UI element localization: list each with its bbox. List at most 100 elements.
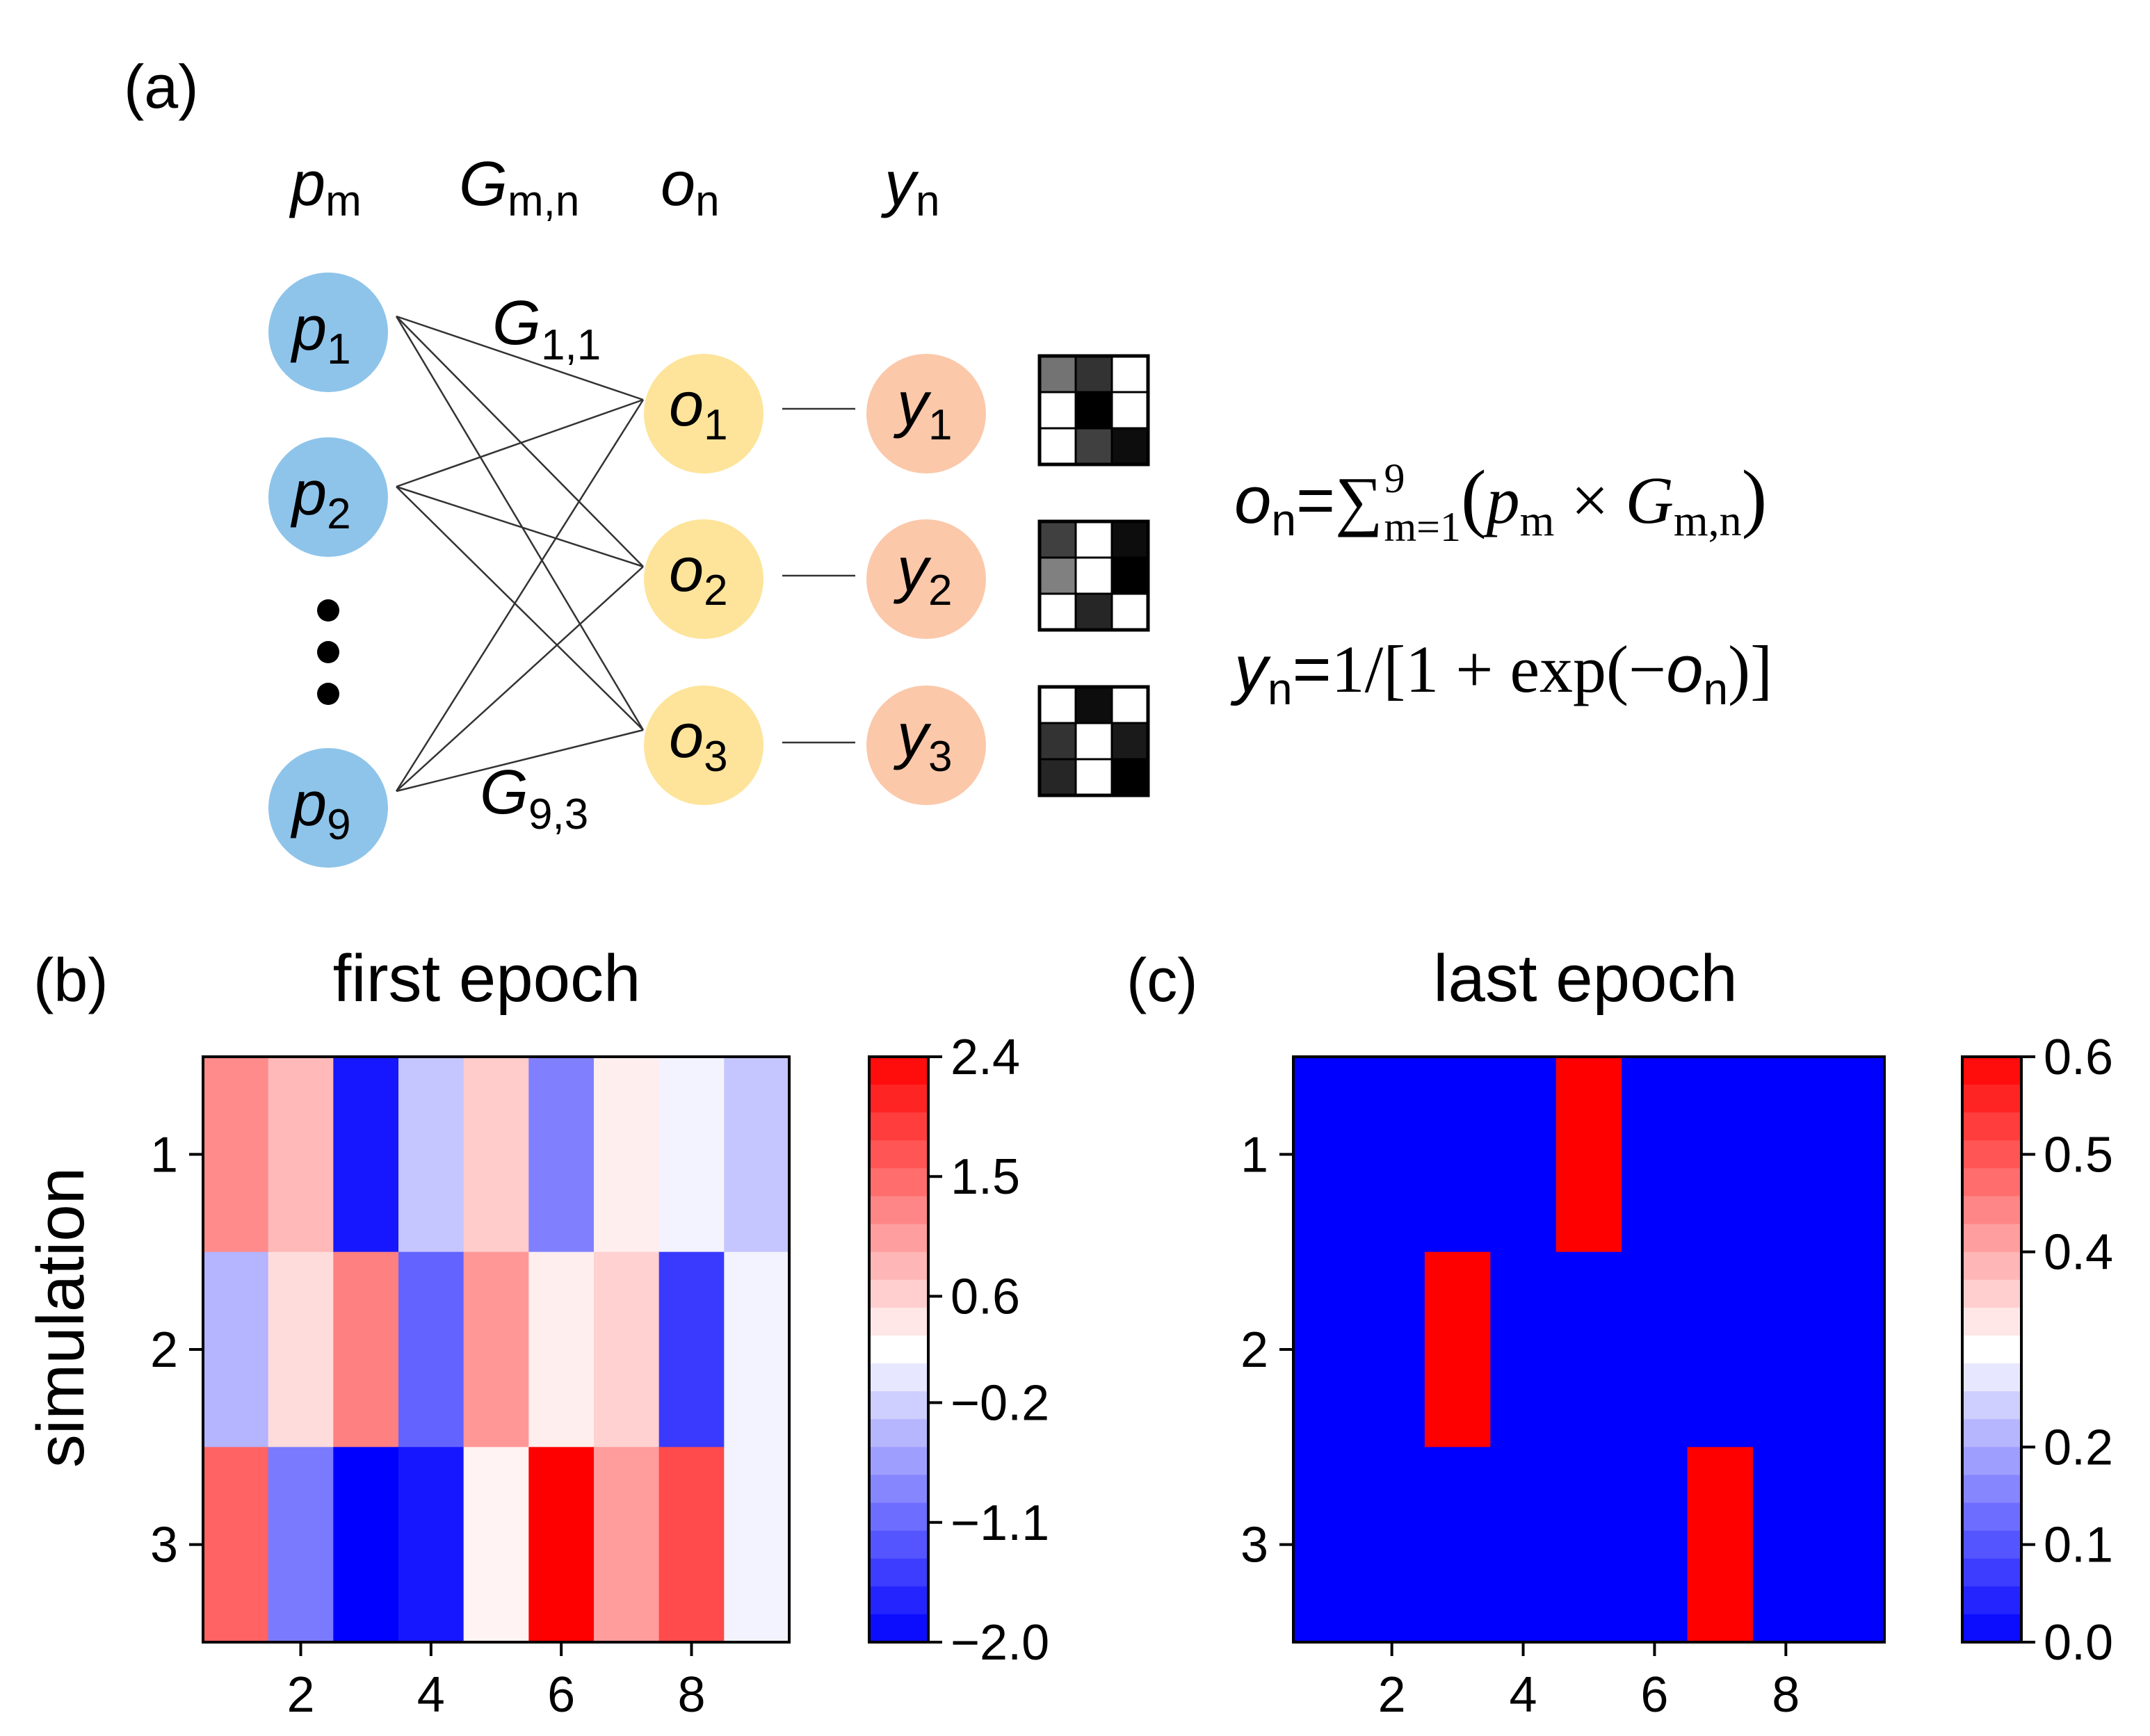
activation-node-label: y2 — [893, 535, 952, 615]
colorbar-step — [1962, 1085, 2021, 1113]
colorbar-tick-label: 1.5 — [951, 1149, 1020, 1205]
equation-on: on=∑9 m=1(pm × Gm,n) — [1234, 455, 1767, 550]
colorbar-step — [1962, 1363, 2021, 1392]
heatmap-last-epoch: 2 4 6 8 1 2 3 — [1240, 1055, 1886, 1723]
colorbar-step — [869, 1112, 928, 1141]
input-node-p9: p9 — [268, 748, 388, 868]
pattern-cell — [1110, 686, 1149, 724]
header-g: Gm,n — [459, 149, 579, 225]
colorbar-step — [1962, 1307, 2021, 1336]
x-tick-label: 8 — [1772, 1667, 1800, 1723]
heatmap-cell — [1622, 1057, 1688, 1253]
x-tick-label: 4 — [1510, 1667, 1537, 1723]
colorbar-step — [869, 1307, 928, 1336]
heatmap-cell — [463, 1447, 529, 1643]
colorbar-step — [1962, 1251, 2021, 1281]
heatmap-cell — [203, 1447, 269, 1643]
connection-line — [396, 315, 644, 401]
connection-line — [396, 316, 644, 567]
pattern-grid — [1037, 354, 1150, 467]
heatmap-cell — [594, 1447, 660, 1643]
connection-line — [396, 485, 644, 568]
colorbar-step — [869, 1251, 928, 1281]
activation-node-circle — [866, 354, 986, 473]
colorbar-step — [1962, 1530, 2021, 1559]
pattern-cell — [1074, 722, 1113, 761]
output-node-o1: o1 — [644, 354, 763, 473]
pattern-cell — [1074, 391, 1113, 430]
y-tick-label: 1 — [150, 1127, 178, 1183]
colorbar-step — [1962, 1224, 2021, 1253]
pattern-cell — [1110, 556, 1149, 595]
colorbar-step — [1962, 1140, 2021, 1169]
equation-yn: yn=1/[1 + exp(−on)] — [1230, 632, 1772, 714]
heatmap-cell — [1490, 1447, 1557, 1643]
pattern-cell — [1074, 758, 1113, 797]
connection-line — [395, 316, 645, 731]
pattern-cell — [1110, 758, 1149, 797]
panel-b: (b) first epoch simulation 2 4 6 8 1 2 3 2.4 1.… — [24, 941, 1049, 1723]
heatmap-cell — [398, 1251, 464, 1447]
pattern-cell — [1038, 592, 1077, 631]
heatmap-cell — [1622, 1251, 1688, 1447]
heatmap-cell — [268, 1447, 334, 1643]
heatmap-cell — [1687, 1447, 1754, 1643]
heatmap-cell — [203, 1057, 269, 1253]
heatmap-cell — [1490, 1251, 1557, 1447]
pattern-cell — [1038, 556, 1077, 595]
colorbar-step — [869, 1057, 928, 1085]
heatmap-cell — [594, 1251, 660, 1447]
x-tick-label: 8 — [677, 1667, 705, 1723]
y-tick-label: 3 — [150, 1518, 178, 1573]
heatmap-cell — [398, 1447, 464, 1643]
colorbar-step — [1962, 1419, 2021, 1447]
panel-b-title: first epoch — [333, 941, 641, 1016]
colorbar-step — [1962, 1112, 2021, 1141]
heatmap-cell — [1818, 1251, 1885, 1447]
colorbar-step — [1962, 1586, 2021, 1615]
colorbar-step — [1962, 1447, 2021, 1476]
colorbar-step — [1962, 1475, 2021, 1504]
y-tick-label: 2 — [1240, 1322, 1268, 1378]
input-node-circle — [268, 273, 388, 392]
heatmap-cell — [1687, 1057, 1754, 1253]
connection-line — [396, 729, 644, 793]
weight-label-g93: G9,3 — [480, 758, 588, 838]
heatmap-cell — [528, 1251, 595, 1447]
activation-node-label: y3 — [893, 701, 952, 781]
colorbar-step — [869, 1586, 928, 1615]
heatmap-cell — [594, 1057, 660, 1253]
heatmap-cell — [463, 1251, 529, 1447]
pattern-cell — [1038, 391, 1077, 430]
colorbar-step — [1962, 1335, 2021, 1364]
heatmap-cell — [1359, 1447, 1425, 1643]
heatmap-cell — [1753, 1447, 1820, 1643]
panel-b-label: (b) — [33, 946, 108, 1014]
header-o: on — [661, 149, 720, 225]
pattern-cell — [1110, 427, 1149, 466]
pattern-grid — [1037, 685, 1150, 797]
output-node-circle — [644, 354, 763, 473]
x-tick-label: 6 — [1640, 1667, 1668, 1723]
activation-node-y2: y2 — [866, 519, 986, 639]
heatmap-cell — [1555, 1447, 1622, 1643]
colorbar-step — [1962, 1168, 2021, 1197]
colorbar-step — [869, 1279, 928, 1308]
activation-node-y1: y1 — [866, 354, 986, 473]
pattern-cell — [1110, 520, 1149, 559]
panel-b-ylabel: simulation — [24, 1167, 98, 1468]
pattern-cell — [1074, 355, 1113, 394]
header-y: yn — [880, 149, 939, 225]
colorbar-tick-label: −2.0 — [951, 1615, 1049, 1671]
heatmap-cell — [1424, 1447, 1491, 1643]
colorbar-step — [869, 1614, 928, 1643]
heatmap-cell — [658, 1057, 725, 1253]
panel-c-title: last epoch — [1433, 941, 1738, 1016]
heatmap-cell — [463, 1057, 529, 1253]
connection-line — [395, 399, 645, 792]
y-tick-label: 1 — [1240, 1127, 1268, 1183]
connection-line — [396, 398, 644, 488]
pattern-cell — [1038, 686, 1077, 724]
pattern-border — [1037, 519, 1150, 632]
